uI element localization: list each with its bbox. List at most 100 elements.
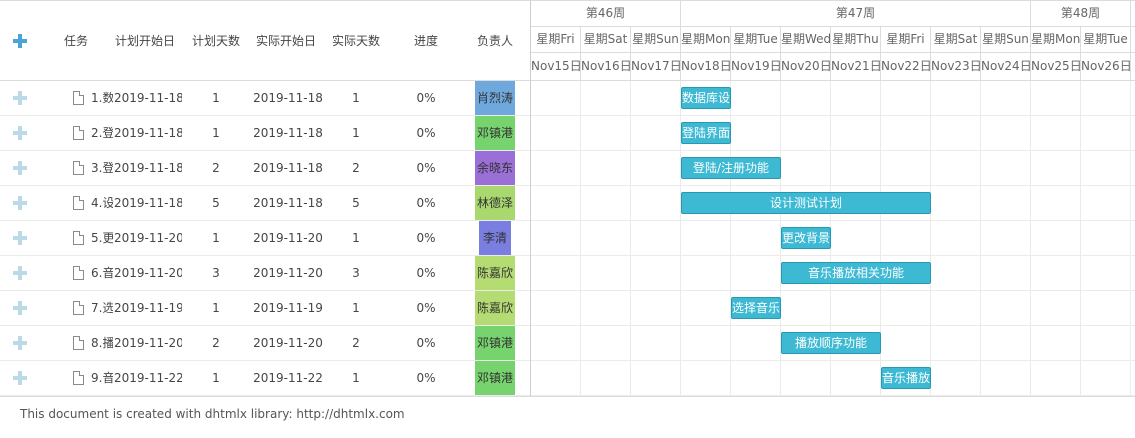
progress-cell: 0% xyxy=(416,161,436,175)
task-bar[interactable]: 音乐播放 xyxy=(881,367,931,389)
plan-start-cell: 2019-11-19 xyxy=(114,301,182,315)
gantt-chart: 任务 计划开始日 计划天数 实际开始日 实际天数 进度 负责人 1.数 2019-… xyxy=(0,0,1135,397)
table-row[interactable]: 1.数 2019-11-18 1 2019-11-18 1 0% 肖烈涛 xyxy=(0,81,530,116)
grid-divider[interactable] xyxy=(530,1,531,396)
actual-days-cell: 2 xyxy=(352,161,360,175)
actual-start-cell: 2019-11-20 xyxy=(253,336,323,350)
file-icon xyxy=(73,371,84,385)
date-scale-cell: Nov16日 xyxy=(581,53,631,80)
task-bar[interactable]: 播放顺序功能 xyxy=(781,332,881,354)
timeline-row xyxy=(531,81,1135,116)
task-name-cell: 1.数 xyxy=(91,91,113,105)
add-subtask-icon[interactable] xyxy=(13,371,27,385)
weekday-scale-cell: 星期Tue xyxy=(731,27,781,52)
table-row[interactable]: 2.登 2019-11-18 1 2019-11-18 1 0% 邓镇港 xyxy=(0,116,530,151)
task-bar[interactable]: 数据库设 xyxy=(681,87,731,109)
table-row[interactable]: 5.更 2019-11-20 1 2019-11-20 1 0% 李清 xyxy=(0,221,530,256)
table-row[interactable]: 9.音 2019-11-22 1 2019-11-22 1 0% 邓镇港 xyxy=(0,361,530,396)
owner-cell: 余晓东 xyxy=(475,151,515,185)
task-bar[interactable]: 音乐播放相关功能 xyxy=(781,262,931,284)
plan-start-cell: 2019-11-22 xyxy=(114,371,182,385)
date-scale-cell: Nov25日 xyxy=(1031,53,1081,80)
weekday-scale: 星期Fri 星期Sat 星期Sun 星期Mon 星期Tue 星期Wed 星期Thu 星期Fri… xyxy=(531,27,1135,53)
add-subtask-icon[interactable] xyxy=(13,161,27,175)
owner-cell: 肖烈涛 xyxy=(475,81,515,115)
date-scale-cell: Nov21日 xyxy=(831,53,881,80)
actual-start-cell: 2019-11-20 xyxy=(253,266,323,280)
timeline-grid-line xyxy=(630,81,631,396)
weekday-scale-cell: 星期Thu xyxy=(831,27,881,52)
plan-start-cell: 2019-11-20 xyxy=(114,266,182,280)
week-scale-cell: 第48周 xyxy=(1031,1,1131,26)
add-subtask-icon[interactable] xyxy=(13,336,27,350)
plan-start-cell: 2019-11-18 xyxy=(114,196,182,210)
weekday-scale-cell: 星期Sun xyxy=(981,27,1031,52)
date-scale-cell: Nov26日 xyxy=(1081,53,1131,80)
add-subtask-icon[interactable] xyxy=(13,91,27,105)
timeline-grid-line xyxy=(1130,81,1131,396)
task-bar[interactable]: 选择音乐 xyxy=(731,297,781,319)
table-row[interactable]: 4.设 2019-11-18 5 2019-11-18 5 0% 林德泽 xyxy=(0,186,530,221)
column-header-plan-start[interactable]: 计划开始日 xyxy=(114,34,175,48)
add-subtask-icon[interactable] xyxy=(13,196,27,210)
owner-cell: 李清 xyxy=(479,221,511,255)
timeline-grid-line xyxy=(680,81,681,396)
column-header-plan-days[interactable]: 计划天数 xyxy=(191,34,240,48)
plan-start-cell: 2019-11-18 xyxy=(114,91,182,105)
plan-start-cell: 2019-11-18 xyxy=(114,161,182,175)
column-header-task[interactable]: 任务 xyxy=(63,34,88,48)
task-bar[interactable]: 登陆/注册功能 xyxy=(681,157,781,179)
actual-start-cell: 2019-11-22 xyxy=(253,371,323,385)
date-scale-cell: Nov18日 xyxy=(681,53,731,80)
add-subtask-icon[interactable] xyxy=(13,126,27,140)
date-scale-cell: Nov17日 xyxy=(631,53,681,80)
timeline-row xyxy=(531,221,1135,256)
date-scale-cell: Nov23日 xyxy=(931,53,981,80)
task-name-cell: 7.选 xyxy=(91,301,113,315)
weekday-scale-cell: 星期Sat xyxy=(931,27,981,52)
plan-start-cell: 2019-11-18 xyxy=(114,126,182,140)
actual-days-cell: 1 xyxy=(352,231,360,245)
date-scale-cell: Nov19日 xyxy=(731,53,781,80)
weekday-scale-cell: 星期Sun xyxy=(631,27,681,52)
actual-start-cell: 2019-11-18 xyxy=(253,126,323,140)
progress-cell: 0% xyxy=(416,336,436,350)
table-row[interactable]: 6.音 2019-11-20 3 2019-11-20 3 0% 陈嘉欣 xyxy=(0,256,530,291)
task-bar[interactable]: 登陆界面 xyxy=(681,122,731,144)
timeline: 第46周 第47周 第48周 星期Fri 星期Sat 星期Sun 星期Mon 星期Tue 星期… xyxy=(531,1,1135,396)
actual-start-cell: 2019-11-18 xyxy=(253,161,323,175)
column-header-actual-days[interactable]: 实际天数 xyxy=(331,34,380,48)
owner-cell: 邓镇港 xyxy=(475,326,515,360)
plan-days-cell: 2 xyxy=(212,161,220,175)
progress-cell: 0% xyxy=(416,126,436,140)
add-subtask-icon[interactable] xyxy=(13,301,27,315)
timeline-grid-line xyxy=(980,81,981,396)
actual-days-cell: 1 xyxy=(352,91,360,105)
weekday-scale-cell: 星期Fri xyxy=(881,27,931,52)
owner-cell: 陈嘉欣 xyxy=(475,256,515,290)
file-icon xyxy=(73,266,84,280)
date-scale-cell: Nov20日 xyxy=(781,53,831,80)
progress-cell: 0% xyxy=(416,91,436,105)
task-bar[interactable]: 设计测试计划 xyxy=(681,192,931,214)
actual-days-cell: 1 xyxy=(352,371,360,385)
plan-days-cell: 3 xyxy=(212,266,220,280)
column-header-owner[interactable]: 负责人 xyxy=(476,34,513,48)
column-header-progress[interactable]: 进度 xyxy=(413,34,438,48)
weekday-scale-cell: 星期Fri xyxy=(531,27,581,52)
progress-cell: 0% xyxy=(416,231,436,245)
timeline-grid-line xyxy=(580,81,581,396)
add-task-button[interactable] xyxy=(0,1,40,81)
table-row[interactable]: 8.播 2019-11-20 2 2019-11-20 2 0% 邓镇港 xyxy=(0,326,530,361)
task-grid: 任务 计划开始日 计划天数 实际开始日 实际天数 进度 负责人 1.数 2019-… xyxy=(0,1,531,396)
task-bar[interactable]: 更改背景 xyxy=(781,227,831,249)
progress-cell: 0% xyxy=(416,301,436,315)
add-subtask-icon[interactable] xyxy=(13,266,27,280)
task-name-cell: 8.播 xyxy=(91,336,113,350)
add-subtask-icon[interactable] xyxy=(13,231,27,245)
task-name-cell: 2.登 xyxy=(91,126,113,140)
progress-cell: 0% xyxy=(416,196,436,210)
column-header-actual-start[interactable]: 实际开始日 xyxy=(255,34,316,48)
table-row[interactable]: 7.选 2019-11-19 1 2019-11-19 1 0% 陈嘉欣 xyxy=(0,291,530,326)
table-row[interactable]: 3.登 2019-11-18 2 2019-11-18 2 0% 余晓东 xyxy=(0,151,530,186)
